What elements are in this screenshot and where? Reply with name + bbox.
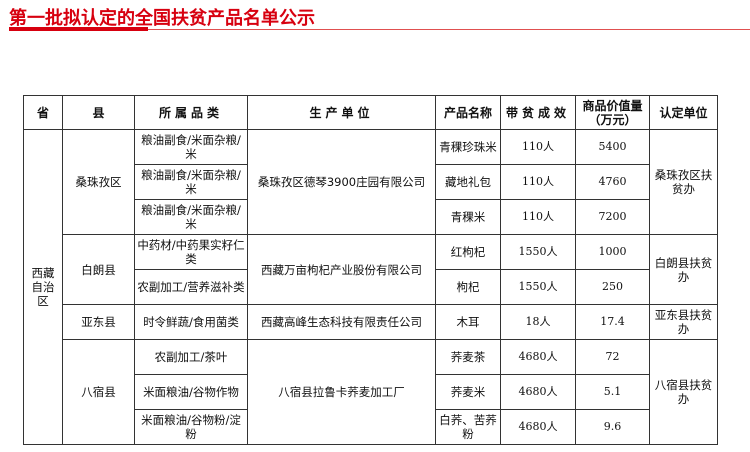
certifier-cell: 八宿县扶贫办: [649, 339, 718, 445]
product-cell: 白荞、苦荞粉: [435, 409, 501, 445]
product-cell: 木耳: [435, 304, 501, 340]
category-cell: 农副加工/营养滋补类: [134, 269, 248, 305]
effect-cell: 4680人: [500, 409, 576, 445]
page-title: 第一批拟认定的全国扶贫产品名单公示: [9, 8, 315, 29]
header-category: 所属品类: [134, 95, 248, 130]
product-cell: 青稞珍珠米: [435, 129, 501, 165]
category-cell: 农副加工/茶叶: [134, 339, 248, 375]
value-cell: 250: [575, 269, 650, 305]
table-row: 农副加工/营养滋补类 枸杞 1550人 250: [24, 269, 718, 305]
effect-cell: 18人: [500, 304, 576, 340]
product-cell: 藏地礼包: [435, 164, 501, 200]
header-effect: 带贫成效: [500, 95, 576, 130]
certifier-cell: 桑珠孜区扶贫办: [649, 129, 718, 235]
title-underline: [9, 27, 148, 31]
table-row: 米面粮油/谷物粉/淀粉 白荞、苦荞粉 4680人 9.6: [24, 409, 718, 445]
header-row: 省 县 所属品类 生产单位 产品名称 带贫成效 商品价值量（万元） 认定单位: [23, 95, 718, 130]
producer-cell: 桑珠孜区德琴3900庄园有限公司: [247, 129, 436, 235]
effect-cell: 110人: [500, 129, 576, 165]
table-row: 八宿县 农副加工/茶叶 八宿县拉鲁卡荞麦加工厂 荞麦茶 4680人 72 八宿县扶贫办: [24, 339, 718, 445]
table-row: 白朗县 中药材/中药果实籽仁类 西藏万亩枸杞产业股份有限公司 红枸杞 1550人 1000…: [24, 234, 718, 305]
value-cell: 9.6: [575, 409, 650, 445]
category-cell: 米面粮油/谷物作物: [134, 374, 248, 410]
category-cell: 粮油副食/米面杂粮/米: [134, 129, 248, 165]
category-cell: 时令鲜蔬/食用菌类: [134, 304, 248, 340]
category-cell: 粮油副食/米面杂粮/米: [134, 199, 248, 235]
product-table: 省 县 所属品类 生产单位 产品名称 带贫成效 商品价值量（万元） 认定单位 西…: [23, 95, 718, 445]
producer-cell: 西藏万亩枸杞产业股份有限公司: [247, 234, 436, 305]
product-cell: 枸杞: [435, 269, 501, 305]
producer-cell: 西藏高峰生态科技有限责任公司: [247, 304, 436, 340]
county-cell: 八宿县: [62, 339, 135, 445]
value-cell: 72: [575, 339, 650, 375]
effect-cell: 1550人: [500, 269, 576, 305]
value-cell: 1000: [575, 234, 650, 270]
effect-cell: 110人: [500, 164, 576, 200]
category-cell: 中药材/中药果实籽仁类: [134, 234, 248, 270]
header-county: 县: [62, 95, 135, 130]
province-cell: 西藏自治区: [23, 129, 63, 445]
county-cell: 亚东县: [62, 304, 135, 340]
title-divider: [148, 29, 750, 30]
header-province: 省: [23, 95, 63, 130]
effect-cell: 1550人: [500, 234, 576, 270]
producer-cell: 八宿县拉鲁卡荞麦加工厂: [247, 339, 436, 445]
product-cell: 红枸杞: [435, 234, 501, 270]
county-cell: 白朗县: [62, 234, 135, 305]
header-value: 商品价值量（万元）: [575, 95, 650, 130]
value-cell: 4760: [575, 164, 650, 200]
effect-cell: 4680人: [500, 374, 576, 410]
table-row: 粮油副食/米面杂粮/米 藏地礼包 110人 4760: [24, 164, 718, 200]
header-producer: 生产单位: [247, 95, 436, 130]
value-cell: 5400: [575, 129, 650, 165]
table-row: 西藏自治区 桑珠孜区 粮油副食/米面杂粮/米 桑珠孜区德琴3900庄园有限公司 青稞珍珠…: [23, 129, 718, 445]
product-cell: 荞麦茶: [435, 339, 501, 375]
effect-cell: 110人: [500, 199, 576, 235]
table-row: 粮油副食/米面杂粮/米 青稞米 110人 7200: [24, 199, 718, 235]
product-cell: 青稞米: [435, 199, 501, 235]
category-cell: 米面粮油/谷物粉/淀粉: [134, 409, 248, 445]
certifier-cell: 亚东县扶贫办: [649, 304, 718, 340]
table-row: 米面粮油/谷物作物 荞麦米 4680人 5.1: [24, 374, 718, 410]
product-cell: 荞麦米: [435, 374, 501, 410]
value-cell: 17.4: [575, 304, 650, 340]
table-row: 亚东县 时令鲜蔬/食用菌类 西藏高峰生态科技有限责任公司 木耳 18人 17.4 亚东县扶贫…: [24, 304, 718, 340]
header-certifier: 认定单位: [649, 95, 718, 130]
effect-cell: 4680人: [500, 339, 576, 375]
value-cell: 5.1: [575, 374, 650, 410]
certifier-cell: 白朗县扶贫办: [649, 234, 718, 305]
header-product: 产品名称: [435, 95, 501, 130]
value-cell: 7200: [575, 199, 650, 235]
county-cell: 桑珠孜区: [62, 129, 135, 235]
category-cell: 粮油副食/米面杂粮/米: [134, 164, 248, 200]
